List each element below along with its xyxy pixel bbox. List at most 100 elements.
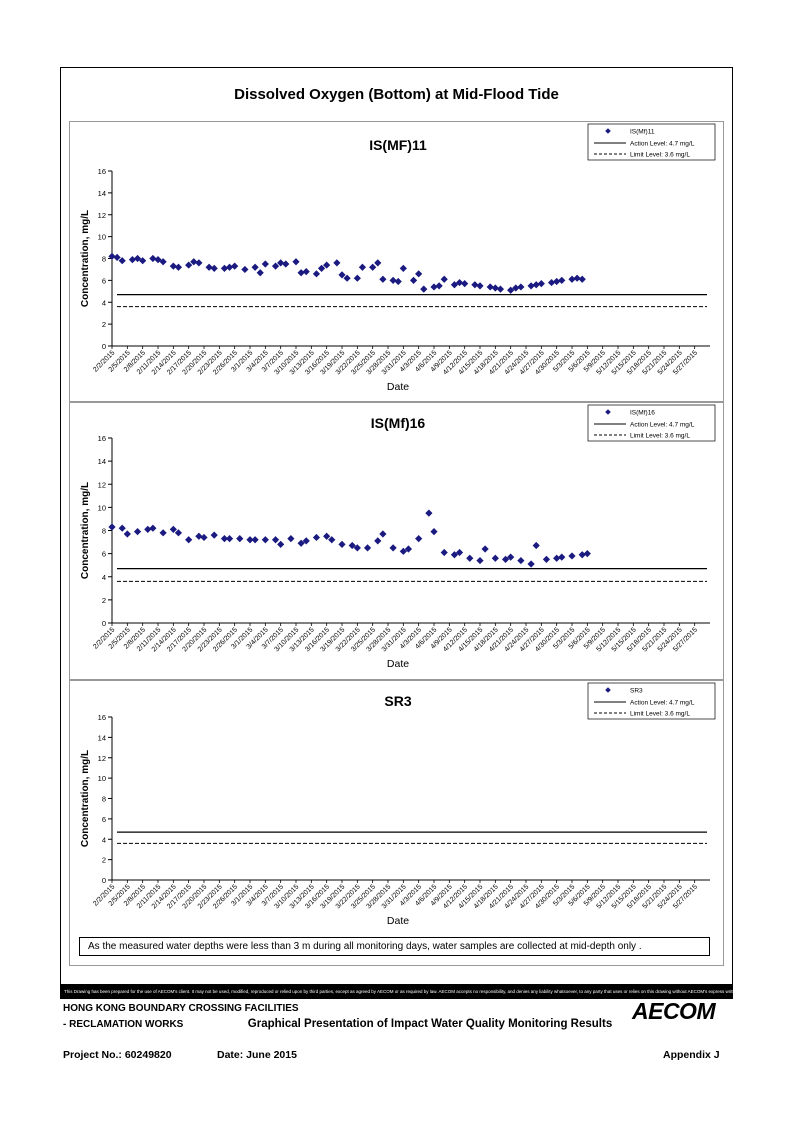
data-point	[455, 278, 464, 287]
data-point	[323, 532, 331, 540]
data-point	[491, 284, 499, 292]
legend-marker	[605, 128, 611, 134]
data-point	[558, 553, 566, 561]
y-tick-label: 0	[102, 876, 106, 885]
legend-marker	[605, 687, 611, 693]
y-axis-label: Concentration, mg/L	[80, 482, 91, 579]
data-point	[220, 534, 229, 543]
legend-label-limit: Limit Level: 3.6 mg/L	[630, 711, 690, 718]
data-point	[461, 280, 469, 288]
data-point	[225, 534, 234, 543]
data-point	[583, 550, 591, 558]
outer-frame	[60, 67, 733, 985]
data-point	[527, 560, 535, 568]
chart-title: IS(MF)11	[369, 137, 427, 153]
data-point	[220, 264, 229, 272]
data-point	[174, 263, 183, 271]
data-point	[379, 530, 387, 538]
data-point	[553, 277, 561, 286]
data-point	[312, 533, 321, 542]
y-tick-label: 12	[98, 480, 106, 489]
x-axis-label: Date	[387, 381, 409, 393]
data-point	[578, 275, 586, 283]
data-point	[185, 261, 193, 269]
data-point	[404, 545, 413, 553]
data-point	[149, 254, 157, 263]
data-point	[369, 263, 377, 271]
y-tick-label: 10	[98, 774, 106, 783]
data-point	[297, 539, 305, 547]
data-point	[440, 548, 448, 557]
data-point	[374, 259, 382, 267]
data-point	[394, 277, 402, 286]
y-tick-label: 0	[102, 342, 106, 351]
data-point	[532, 281, 540, 289]
data-point	[507, 553, 515, 561]
data-point	[353, 544, 361, 552]
y-tick-label: 4	[102, 573, 106, 582]
data-point	[292, 258, 300, 266]
data-point	[553, 554, 561, 562]
chart-title: IS(Mf)16	[371, 415, 426, 431]
data-point	[159, 529, 167, 537]
data-point	[527, 282, 535, 290]
y-tick-label: 16	[98, 713, 106, 722]
data-point	[476, 556, 484, 565]
data-point	[532, 541, 540, 550]
data-point	[389, 544, 397, 552]
legend-label-limit: Limit Level: 3.6 mg/L	[630, 433, 690, 440]
data-point	[430, 528, 438, 536]
data-point	[118, 524, 126, 532]
y-tick-label: 14	[98, 733, 106, 742]
y-tick-label: 12	[98, 754, 106, 763]
y-tick-label: 8	[102, 527, 106, 536]
data-point	[261, 260, 269, 268]
data-point	[271, 262, 280, 270]
data-point	[241, 265, 249, 274]
data-point	[113, 253, 121, 262]
y-tick-label: 8	[102, 255, 106, 264]
y-tick-label: 8	[102, 795, 106, 804]
y-axis-label: Concentration, mg/L	[80, 210, 91, 307]
chart-title: SR3	[384, 693, 411, 709]
data-point	[466, 554, 474, 562]
data-point	[338, 540, 346, 548]
y-tick-label: 16	[98, 167, 106, 176]
disclaimer-bar: This Drawing has been prepared for the u…	[60, 985, 733, 999]
data-point	[190, 258, 198, 266]
data-point	[312, 270, 321, 278]
y-axis-label: Concentration, mg/L	[80, 750, 91, 847]
data-point	[169, 525, 177, 533]
data-point	[271, 536, 280, 544]
y-tick-label: 6	[102, 815, 106, 824]
data-point	[277, 540, 285, 548]
data-point	[225, 263, 234, 271]
y-tick-label: 16	[98, 434, 106, 443]
report-date: Date: June 2015	[217, 1049, 297, 1061]
y-tick-label: 6	[102, 550, 106, 559]
aecom-logo: AECOM	[632, 998, 716, 1024]
data-point	[282, 260, 290, 268]
data-point	[277, 259, 285, 267]
data-point	[251, 536, 259, 544]
chart-panel-ismf16	[69, 402, 724, 680]
data-point	[185, 536, 193, 544]
data-point	[195, 532, 203, 540]
data-point	[251, 263, 259, 271]
legend-label-action: Action Level: 4.7 mg/L	[630, 700, 695, 707]
legend-label-limit: Limit Level: 3.6 mg/L	[630, 152, 690, 159]
data-point	[123, 530, 131, 538]
data-point	[547, 278, 556, 287]
data-point	[512, 284, 520, 292]
data-point	[195, 259, 203, 267]
data-point	[573, 274, 581, 282]
x-axis-label: Date	[387, 658, 409, 670]
data-point	[348, 541, 356, 550]
data-point	[169, 262, 177, 270]
legend-marker	[605, 409, 611, 415]
legend-label-action: Action Level: 4.7 mg/L	[630, 422, 695, 429]
data-point	[476, 282, 484, 290]
data-point	[297, 269, 305, 277]
